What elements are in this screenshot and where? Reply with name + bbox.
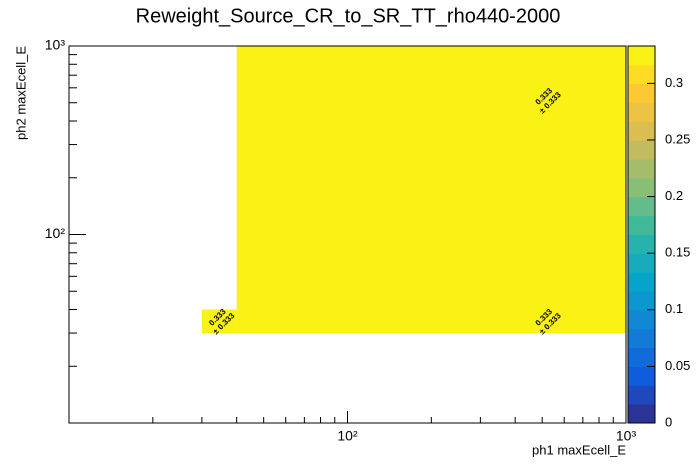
color-band: [628, 83, 655, 104]
z-tick-label: 0.15: [665, 245, 690, 260]
color-band: [628, 234, 655, 254]
heatmap-cell: [236, 46, 626, 310]
z-tick-label: 0.05: [665, 358, 690, 373]
color-band: [628, 272, 655, 292]
color-band: [628, 309, 655, 330]
y-axis-label: ph2 maxEcell_E: [13, 46, 28, 140]
color-band: [628, 385, 655, 405]
x-tick-label: 10³: [616, 428, 637, 444]
color-band: [628, 102, 655, 122]
color-band: [628, 291, 655, 311]
x-axis-label: ph1 maxEcell_E: [532, 442, 626, 457]
color-band: [628, 121, 655, 141]
color-band: [628, 215, 655, 235]
z-tick-label: 0.1: [665, 301, 683, 316]
color-band: [628, 177, 655, 198]
y-tick-label: 10³: [45, 37, 66, 53]
color-bar-frame: [627, 45, 656, 424]
color-band: [628, 46, 655, 66]
heatmap-cell: [236, 309, 626, 334]
z-tick-label: 0.3: [665, 75, 683, 90]
color-band: [628, 404, 655, 424]
chart-title: Reweight_Source_CR_to_SR_TT_rho440-2000: [136, 5, 561, 27]
color-band: [628, 140, 655, 160]
color-band: [628, 159, 655, 179]
x-tick-label: 10²: [337, 428, 358, 444]
y-tick-label: 10²: [45, 225, 66, 241]
color-band: [628, 347, 655, 367]
color-band: [628, 253, 655, 273]
color-band: [628, 64, 655, 85]
heatmap-cell: [201, 309, 237, 334]
color-band: [628, 328, 655, 349]
z-tick-label: 0.2: [665, 188, 683, 203]
cell-label: 0.333± 0.333: [534, 86, 564, 116]
color-band: [628, 366, 655, 386]
z-tick-label: 0.25: [665, 131, 690, 146]
z-tick-label: 0: [665, 414, 672, 429]
color-band: [628, 196, 655, 217]
